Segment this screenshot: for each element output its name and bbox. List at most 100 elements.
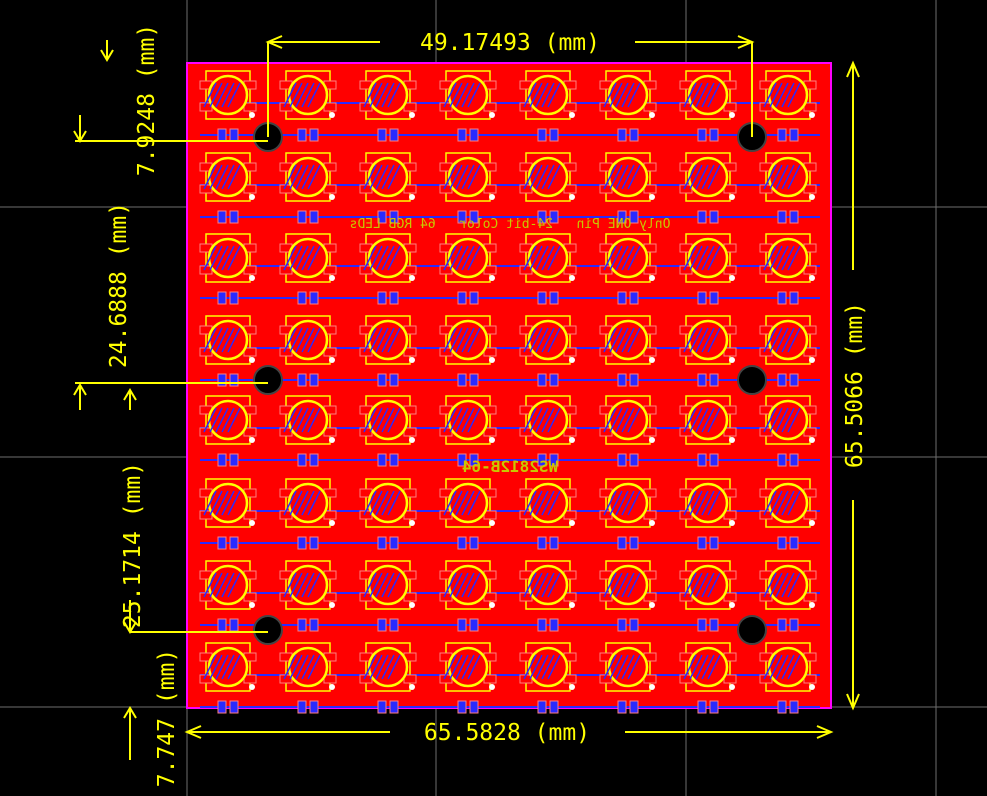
silk-tagline: Only ONE Pin 24-bit Color 64 RGB LEDs bbox=[350, 217, 671, 232]
led-outline bbox=[445, 315, 491, 365]
hatch bbox=[467, 327, 481, 353]
hatch bbox=[689, 654, 703, 680]
hatch bbox=[683, 490, 697, 516]
hatch bbox=[547, 490, 561, 516]
via bbox=[569, 602, 575, 608]
hatch bbox=[375, 572, 389, 598]
hatch bbox=[523, 572, 537, 598]
cap-pad bbox=[297, 700, 307, 714]
hatch bbox=[221, 407, 235, 433]
hatch bbox=[449, 245, 463, 271]
cap-pad bbox=[777, 700, 787, 714]
via bbox=[249, 357, 255, 363]
led-outline bbox=[525, 315, 571, 365]
hatch bbox=[695, 82, 709, 108]
cap-pad bbox=[217, 291, 227, 305]
cap-pad bbox=[549, 210, 559, 224]
led-outline bbox=[205, 152, 251, 202]
hatch bbox=[529, 327, 543, 353]
hatch bbox=[541, 572, 555, 598]
cap-pad bbox=[697, 373, 707, 387]
hatch bbox=[295, 490, 309, 516]
cap-pad bbox=[309, 210, 319, 224]
cap-pad bbox=[629, 373, 639, 387]
hatch bbox=[215, 327, 229, 353]
hatch bbox=[787, 490, 801, 516]
cap-pad bbox=[537, 373, 547, 387]
cap-pad bbox=[629, 453, 639, 467]
cap-pad bbox=[709, 128, 719, 142]
via bbox=[729, 194, 735, 200]
cap-pad bbox=[617, 291, 627, 305]
hatch bbox=[523, 82, 537, 108]
hatch bbox=[295, 407, 309, 433]
led-outline bbox=[765, 152, 811, 202]
hatch bbox=[615, 572, 629, 598]
hatch bbox=[455, 327, 469, 353]
hatch bbox=[387, 654, 401, 680]
hatch bbox=[215, 82, 229, 108]
led-outline bbox=[205, 70, 251, 120]
hatch bbox=[775, 654, 789, 680]
hatch bbox=[781, 407, 795, 433]
cap-pad bbox=[229, 618, 239, 632]
led-outline bbox=[445, 233, 491, 283]
hatch bbox=[775, 164, 789, 190]
cap-pad bbox=[297, 373, 307, 387]
via bbox=[489, 194, 495, 200]
hatch bbox=[381, 654, 395, 680]
via bbox=[329, 602, 335, 608]
via bbox=[729, 602, 735, 608]
hatch bbox=[541, 490, 555, 516]
hatch bbox=[529, 164, 543, 190]
via bbox=[569, 684, 575, 690]
hatch bbox=[621, 654, 635, 680]
hatch bbox=[763, 654, 777, 680]
cap-pad bbox=[777, 210, 787, 224]
via bbox=[649, 684, 655, 690]
hatch bbox=[689, 245, 703, 271]
hatch bbox=[363, 164, 377, 190]
cap-pad bbox=[777, 291, 787, 305]
hatch bbox=[769, 654, 783, 680]
via bbox=[569, 437, 575, 443]
cap-pad bbox=[537, 536, 547, 550]
mount-hole bbox=[253, 615, 283, 645]
hatch bbox=[683, 164, 697, 190]
hatch bbox=[375, 245, 389, 271]
hatch bbox=[523, 407, 537, 433]
hatch bbox=[701, 407, 715, 433]
hatch bbox=[763, 245, 777, 271]
led-outline bbox=[525, 152, 571, 202]
via bbox=[569, 520, 575, 526]
hatch bbox=[295, 82, 309, 108]
dim-left-upper: 24.6888 (mm) bbox=[106, 202, 132, 368]
cap-pad bbox=[229, 700, 239, 714]
led-outline bbox=[205, 395, 251, 445]
via bbox=[249, 684, 255, 690]
cap-pad bbox=[789, 210, 799, 224]
hatch bbox=[621, 490, 635, 516]
cap-pad bbox=[789, 453, 799, 467]
hatch bbox=[535, 82, 549, 108]
cap-pad bbox=[297, 210, 307, 224]
led-outline bbox=[285, 642, 331, 692]
hatch bbox=[769, 164, 783, 190]
led-outline bbox=[685, 70, 731, 120]
dim-bottom: 65.5828 (mm) bbox=[424, 720, 590, 746]
hatch bbox=[787, 654, 801, 680]
led-outline bbox=[685, 560, 731, 610]
cap-pad bbox=[777, 373, 787, 387]
hatch bbox=[467, 245, 481, 271]
hatch bbox=[701, 82, 715, 108]
hatch bbox=[307, 327, 321, 353]
cap-pad bbox=[789, 700, 799, 714]
via bbox=[409, 357, 415, 363]
hatch bbox=[467, 164, 481, 190]
hatch bbox=[307, 164, 321, 190]
hatch bbox=[209, 654, 223, 680]
via bbox=[329, 275, 335, 281]
hatch bbox=[781, 490, 795, 516]
hatch bbox=[301, 82, 315, 108]
cap-pad bbox=[217, 453, 227, 467]
